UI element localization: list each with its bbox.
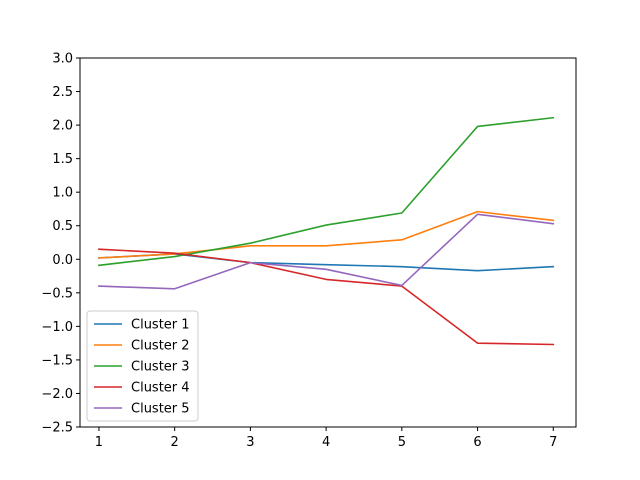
y-tick-label: −1.5 — [41, 353, 73, 368]
x-axis: 1 2 3 4 5 6 7 — [95, 427, 557, 450]
legend-label: Cluster 4 — [131, 381, 190, 396]
y-tick-label: 2.0 — [52, 119, 73, 134]
y-tick-label: 0.0 — [52, 253, 73, 268]
legend: Cluster 1 Cluster 2 Cluster 3 Cluster 4 Clus… — [86, 310, 199, 422]
legend-label: Cluster 3 — [131, 360, 190, 375]
x-tick-label: 4 — [322, 435, 330, 450]
y-tick-label: −1.0 — [41, 320, 73, 335]
x-tick-label: 3 — [246, 435, 254, 450]
y-tick-label: 0.5 — [52, 219, 73, 234]
y-tick-label: 2.5 — [52, 85, 73, 100]
x-tick-label: 5 — [398, 435, 406, 450]
series-line-cluster-3 — [98, 116, 555, 267]
x-tick-label: 2 — [171, 435, 179, 450]
plot-area — [79, 57, 577, 428]
y-tick-label: −0.5 — [41, 286, 73, 301]
series-line-cluster-1 — [98, 253, 555, 272]
legend-box — [86, 310, 199, 422]
legend-label: Cluster 2 — [131, 339, 190, 354]
y-axis: −2.5 −2.0 −1.5 −1.0 −0.5 0.0 0.5 1.0 1.5 2.0 2.5 3.… — [41, 52, 80, 436]
y-tick-label: 3.0 — [52, 52, 73, 67]
x-tick-label: 1 — [95, 435, 103, 450]
series-layer — [98, 116, 555, 346]
series-line-cluster-4 — [98, 248, 555, 346]
y-tick-label: −2.5 — [41, 421, 73, 436]
legend-label: Cluster 5 — [131, 402, 190, 417]
y-tick-label: 1.5 — [52, 152, 73, 167]
series-line-cluster-2 — [98, 210, 555, 259]
x-tick-label: 6 — [473, 435, 481, 450]
y-tick-label: 1.0 — [52, 186, 73, 201]
y-tick-label: −2.0 — [41, 387, 73, 402]
axes-frame — [79, 57, 577, 428]
series-line-cluster-5 — [98, 213, 555, 290]
x-tick-label: 7 — [549, 435, 557, 450]
legend-label: Cluster 1 — [131, 318, 190, 333]
